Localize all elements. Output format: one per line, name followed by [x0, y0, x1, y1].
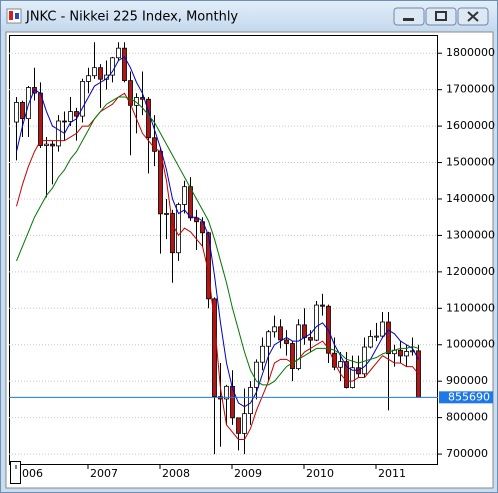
close-icon — [467, 11, 479, 22]
x-tick-label: 2009 — [234, 467, 262, 480]
candle-body — [68, 111, 73, 122]
plot-frame — [9, 35, 438, 465]
price-label: 855690 — [448, 390, 490, 403]
candle-body — [110, 57, 115, 76]
candle-body — [236, 417, 241, 434]
candle-body — [248, 387, 253, 415]
y-tick-label: 1600000 — [446, 119, 495, 132]
candle-body — [122, 47, 127, 82]
candle-body — [152, 137, 157, 152]
candle-body — [14, 102, 19, 123]
y-tick-label: 1300000 — [446, 228, 495, 241]
candle-body — [182, 186, 187, 205]
candle-body — [44, 143, 49, 146]
candle-body — [260, 345, 265, 363]
candle-body — [338, 361, 343, 368]
y-axis: 700000 800000 900000 1000000 1100000 1200000 1… — [438, 46, 495, 460]
icon-bar — [9, 11, 13, 20]
moving-average-line — [16, 56, 419, 408]
candle-body — [296, 324, 301, 370]
candle-body — [284, 339, 289, 344]
candle-body — [92, 67, 97, 77]
moving-average-line — [16, 92, 419, 440]
candle-body — [374, 335, 379, 338]
candle-body — [242, 413, 247, 434]
candle-body — [116, 47, 121, 59]
candle-body — [176, 204, 181, 254]
candle-body — [170, 213, 175, 254]
candle-body — [20, 102, 25, 120]
candle-body — [398, 349, 403, 357]
candle-body — [320, 304, 325, 307]
minimize-icon — [403, 18, 414, 21]
window-title: JNKC - Nikkei 225 Index, Monthly — [25, 10, 238, 25]
y-tick-label: 900000 — [446, 374, 488, 387]
candle-body — [188, 186, 193, 219]
candle-body — [380, 321, 385, 337]
y-tick-label: 700000 — [446, 447, 488, 460]
icon-bar — [15, 13, 19, 19]
candle-body — [224, 385, 229, 400]
x-tick-label: 2008 — [162, 467, 190, 480]
candle-body — [206, 232, 211, 300]
candle-body — [404, 351, 409, 357]
restore-icon — [435, 11, 447, 21]
candle-body — [194, 217, 199, 223]
y-tick-label: 1800000 — [446, 46, 495, 59]
x-tick-label: 2011 — [378, 467, 406, 480]
y-tick-label: 1500000 — [446, 156, 495, 169]
candle-body — [56, 120, 61, 147]
candle-body — [344, 361, 349, 389]
candle-body — [38, 92, 43, 146]
candle-body — [98, 67, 103, 80]
candle-body — [266, 331, 271, 347]
plot — [9, 42, 438, 455]
y-tick-label: 1400000 — [446, 192, 495, 205]
moving-average-line — [16, 96, 419, 386]
price-label-box — [439, 391, 493, 404]
candle-body — [356, 367, 361, 375]
candle-body — [50, 143, 55, 147]
x-tick-label: 006 — [22, 467, 43, 480]
candle-body — [278, 326, 283, 341]
candle-body — [290, 343, 295, 370]
candle-body — [314, 304, 319, 341]
x-axis: 006 2007 2008 2009 2010 2011 — [15, 465, 406, 480]
candle-body — [350, 367, 355, 389]
candle-body — [332, 352, 337, 368]
minimize-button[interactable] — [393, 7, 425, 26]
y-tick-label: 1000000 — [446, 338, 495, 351]
candle-body — [308, 337, 313, 341]
candle-body — [74, 111, 79, 117]
candle-body — [62, 120, 67, 123]
restore-button[interactable] — [425, 7, 457, 26]
y-tick-label: 1200000 — [446, 265, 495, 278]
candle-body — [80, 81, 85, 117]
x-tick-label: 2010 — [306, 467, 334, 480]
candle-body — [368, 336, 373, 348]
candle-body — [254, 361, 259, 388]
candle-body — [386, 321, 391, 355]
candle-body — [272, 326, 277, 333]
scroll-marker — [10, 461, 21, 484]
y-tick-label: 800000 — [446, 411, 488, 424]
y-tick-label: 1100000 — [446, 301, 495, 314]
candle-body — [302, 324, 307, 338]
candle-body — [164, 213, 169, 215]
x-tick-label: 2007 — [90, 467, 118, 480]
candle-body — [86, 75, 91, 82]
y-tick-label: 1700000 — [446, 83, 495, 96]
candle-body — [146, 98, 151, 139]
